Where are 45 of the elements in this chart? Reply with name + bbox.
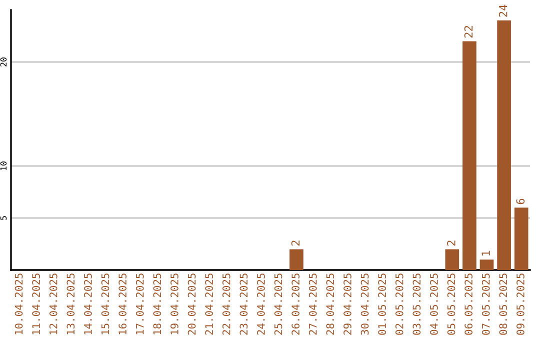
x-tick-label: 23.04.2025	[240, 274, 248, 335]
bar	[462, 41, 476, 270]
x-tick-label: 09.05.2025	[516, 274, 524, 335]
bar	[445, 249, 460, 270]
x-tick-label: 13.04.2025	[66, 274, 75, 334]
x-tick-label: 29.04.2025	[344, 274, 352, 335]
x-tick-label: 10.04.2025	[14, 274, 23, 334]
bar	[290, 249, 304, 270]
x-tick-label: 01.05.2025	[378, 274, 386, 335]
x-tick-label: 20.04.2025	[188, 274, 196, 335]
data-label: 2	[291, 240, 300, 246]
x-tick-label: 03.05.2025	[412, 274, 421, 335]
x-tick-label: 15.04.2025	[101, 274, 110, 334]
x-tick-label: 19.04.2025	[170, 274, 178, 334]
x-tick-label: 22.04.2025	[222, 274, 230, 335]
bar	[514, 208, 528, 270]
bar	[497, 20, 511, 270]
x-tick-label: 08.05.2025	[499, 274, 508, 335]
data-label: 22	[464, 26, 473, 38]
y-tick-label: 10	[0, 162, 7, 170]
x-tick-label: 27.04.2025	[308, 274, 317, 335]
bar	[480, 260, 494, 270]
x-tick-label: 06.05.2025	[464, 274, 472, 335]
data-label: 6	[516, 198, 525, 204]
x-tick-label: 28.04.2025	[326, 274, 334, 335]
x-tick-label: 12.04.2025	[49, 274, 58, 334]
y-tick-label: 20	[0, 58, 7, 66]
x-tick-label: 25.04.2025	[274, 274, 282, 335]
y-tick-label: 5	[0, 216, 7, 220]
x-tick-label: 11.04.2025	[32, 274, 40, 334]
x-tick-label: 30.04.2025	[360, 274, 369, 335]
x-tick-label: 16.04.2025	[118, 274, 126, 334]
x-tick-label: 04.05.2025	[430, 274, 438, 335]
x-tick-label: 26.04.2025	[292, 274, 300, 335]
x-tick-label: 24.04.2025	[257, 274, 265, 335]
x-tick-label: 05.05.2025	[447, 274, 456, 335]
x-tick-label: 07.05.2025	[482, 274, 490, 335]
x-tick-label: 14.04.2025	[84, 274, 92, 334]
x-tick-label: 21.04.2025	[205, 274, 213, 335]
x-tick-label: 17.04.2025	[136, 274, 144, 334]
data-label: 24	[498, 4, 508, 17]
data-label: 2	[447, 240, 456, 246]
x-tick-label: 02.05.2025	[395, 274, 404, 335]
x-tick-label: 18.04.2025	[153, 274, 162, 334]
data-label: 1	[482, 250, 490, 256]
